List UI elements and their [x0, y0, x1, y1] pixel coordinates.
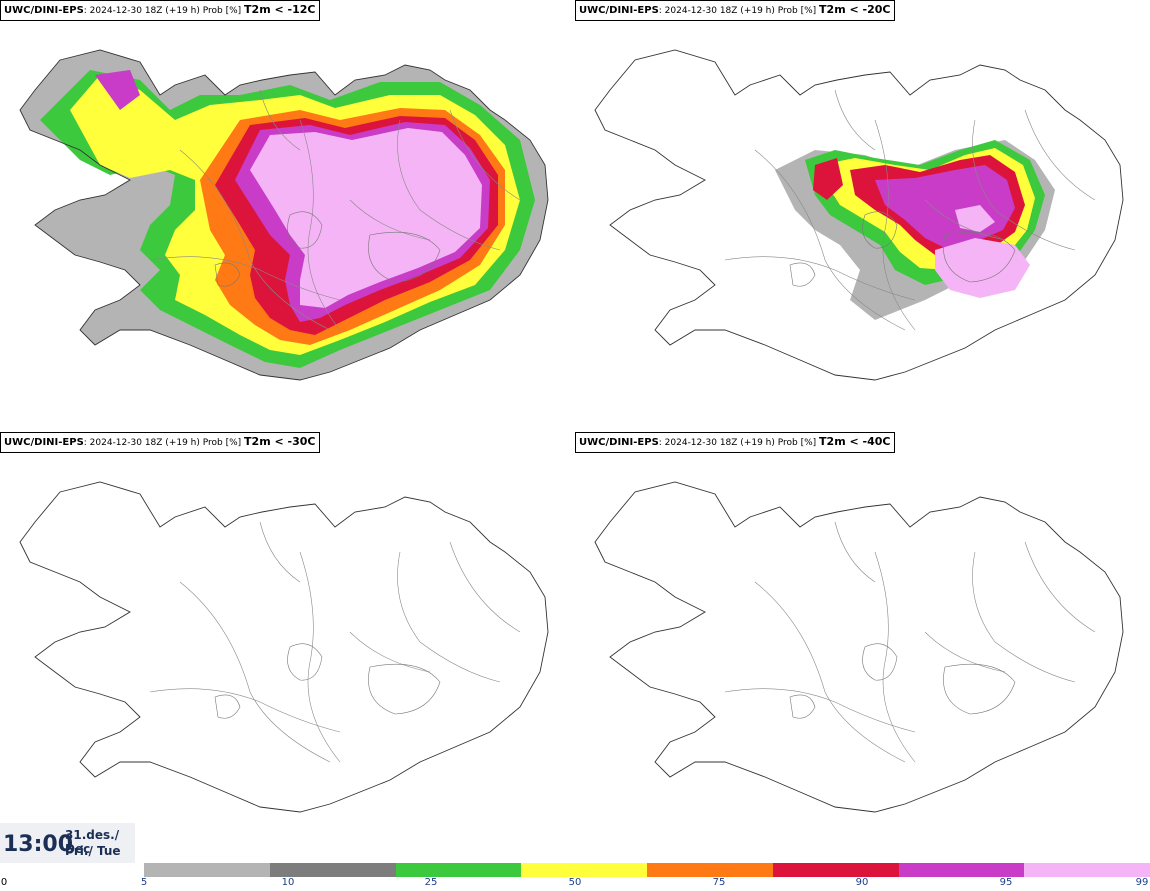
probability-area [813, 158, 843, 200]
river-or-road [1024, 541, 1096, 633]
river-or-road [299, 119, 341, 331]
colorbar-segment [647, 863, 773, 877]
glacier-outline [862, 643, 898, 681]
prob-fill-layer [20, 50, 548, 380]
map-panel-t2m-12: UWC/DINI-EPS: 2024-12-30 18Z (+19 h) Pro… [0, 0, 575, 430]
map-panel-t2m-30: UWC/DINI-EPS: 2024-12-30 18Z (+19 h) Pro… [0, 432, 575, 862]
glacier-outline [943, 231, 1016, 283]
river-or-road [874, 551, 916, 763]
glacier-outline [368, 663, 441, 715]
river-or-road [724, 688, 916, 733]
colorbar-tick: 99 [1135, 877, 1149, 888]
colorbar-tick: 10 [281, 877, 295, 888]
river-or-road [874, 119, 916, 331]
iceland-map [594, 49, 1124, 381]
coastline [594, 481, 1124, 813]
probability-area [95, 70, 140, 110]
glacier-outline [287, 643, 323, 681]
coastline-path [19, 49, 549, 381]
glacier-outline [214, 694, 241, 719]
colorbar-segment [395, 863, 522, 877]
glacier-outline [943, 663, 1016, 715]
river-or-road [349, 631, 431, 673]
river-or-road [972, 551, 1076, 683]
river-or-road [149, 256, 341, 301]
river-or-road [349, 199, 431, 241]
panel-title: UWC/DINI-EPS: 2024-12-30 18Z (+19 h) Pro… [0, 0, 320, 21]
iceland-map [594, 481, 1124, 813]
glacier-outline [287, 211, 323, 249]
colorbar-segment [772, 863, 899, 877]
glacier-outline [789, 262, 816, 287]
colorbar-segment [144, 863, 270, 877]
map-panel-t2m-20: UWC/DINI-EPS: 2024-12-30 18Z (+19 h) Pro… [575, 0, 1150, 430]
colorbar-tick: 90 [855, 877, 869, 888]
map-panel-t2m-40: UWC/DINI-EPS: 2024-12-30 18Z (+19 h) Pro… [575, 432, 1150, 862]
river-or-road [924, 631, 1006, 673]
colorbar-tick: 95 [999, 877, 1013, 888]
panel-title: UWC/DINI-EPS: 2024-12-30 18Z (+19 h) Pro… [575, 432, 895, 453]
river-or-road [179, 149, 331, 331]
coastline [19, 481, 549, 813]
colorbar-tick: 25 [424, 877, 438, 888]
valid-time: 13:00 [3, 832, 74, 857]
colorbar-tick: 75 [712, 877, 726, 888]
river-or-road [397, 551, 501, 683]
panel-title: UWC/DINI-EPS: 2024-12-30 18Z (+19 h) Pro… [575, 0, 895, 21]
colorbar-segment [269, 863, 396, 877]
prob-fill-layer [775, 140, 1055, 320]
river-or-road [449, 109, 521, 201]
colorbar-segment [898, 863, 1025, 877]
river-or-road [754, 149, 906, 331]
river-or-road [259, 521, 301, 583]
river-or-road [299, 551, 341, 763]
glacier-outline [789, 694, 816, 719]
coastline-path [19, 481, 549, 813]
colorbar-segment [1024, 863, 1150, 877]
iceland-map [19, 49, 549, 381]
coastline-path [594, 49, 1124, 381]
river-or-road [259, 89, 301, 151]
colorbar-tick: 5 [140, 877, 148, 888]
probability-area [250, 128, 482, 308]
river-or-road [149, 688, 341, 733]
coastline [594, 49, 1124, 381]
valid-time-box: 13:00 31.des./ Dec Þri./ Tue [0, 823, 135, 863]
coastline-path [594, 481, 1124, 813]
river-or-road [834, 521, 876, 583]
river-or-road [449, 541, 521, 633]
probability-area [935, 238, 1030, 298]
river-or-road [834, 89, 876, 151]
colorbar-segment [521, 863, 647, 877]
river-or-road [724, 256, 916, 301]
valid-weekday: Þri./ Tue [65, 844, 121, 858]
river-or-road [397, 119, 501, 251]
panel-title: UWC/DINI-EPS: 2024-12-30 18Z (+19 h) Pro… [0, 432, 320, 453]
probability-colorbar [144, 863, 1150, 877]
glacier-outline [368, 231, 441, 283]
iceland-map [19, 481, 549, 813]
river-or-road [924, 199, 1006, 241]
river-or-road [754, 581, 906, 763]
river-or-road [1024, 109, 1096, 201]
river-or-road [179, 581, 331, 763]
river-or-road [972, 119, 1076, 251]
probability-area [955, 205, 995, 232]
glacier-outline [862, 211, 898, 249]
coastline [19, 49, 549, 381]
valid-date: 31.des./ Dec [65, 828, 120, 856]
glacier-outline [214, 262, 241, 287]
colorbar-tick: 0 [0, 877, 8, 888]
colorbar-tick: 50 [568, 877, 582, 888]
